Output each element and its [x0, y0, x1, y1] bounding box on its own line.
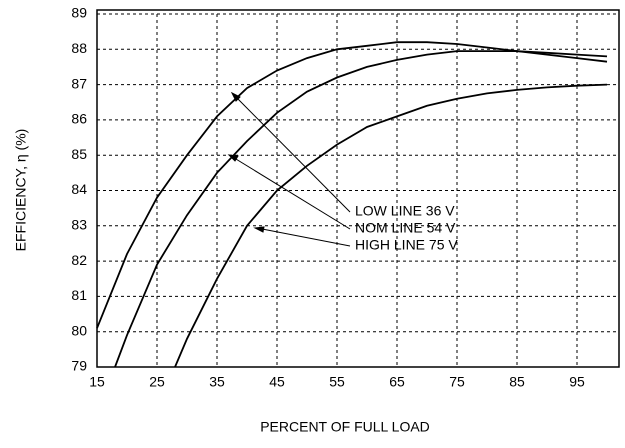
- x-tick-label: 35: [209, 374, 225, 390]
- y-tick-label: 81: [71, 287, 87, 303]
- x-tick-label: 65: [389, 374, 405, 390]
- y-tick-label: 88: [71, 40, 87, 56]
- x-axis-label: PERCENT OF FULL LOAD: [260, 419, 430, 435]
- y-tick-label: 80: [71, 322, 87, 338]
- y-tick-label: 82: [71, 252, 87, 268]
- y-tick-label: 84: [71, 181, 87, 197]
- series-label: HIGH LINE 75 V: [355, 237, 458, 253]
- x-tick-label: 15: [89, 374, 105, 390]
- x-tick-label: 85: [509, 374, 525, 390]
- x-tick-label: 55: [329, 374, 345, 390]
- x-tick-label: 75: [449, 374, 465, 390]
- y-tick-label: 85: [71, 146, 87, 162]
- series-label: NOM LINE 54 V: [355, 220, 456, 236]
- x-tick-label: 95: [569, 374, 585, 390]
- annotation-arrows: [227, 91, 351, 247]
- y-tick-label: 83: [71, 217, 87, 233]
- arrow-line: [256, 227, 351, 247]
- y-tick-label: 89: [71, 5, 87, 21]
- line-series: [114, 50, 608, 368]
- y-tick-label: 79: [71, 358, 87, 374]
- y-axis-label: EFFICIENCY, η (%): [13, 129, 29, 252]
- arrow-head: [230, 91, 241, 102]
- x-tick-label: 25: [149, 374, 165, 390]
- arrow-line: [230, 155, 351, 230]
- series-label: LOW LINE 36 V: [355, 203, 455, 219]
- line-series: [174, 83, 608, 368]
- arrow-line: [233, 94, 351, 213]
- plot-frame: [96, 9, 620, 368]
- arrow-head: [253, 226, 265, 233]
- y-tick-label: 87: [71, 75, 87, 91]
- x-tick-label: 45: [269, 374, 285, 390]
- y-tick-label: 86: [71, 111, 87, 127]
